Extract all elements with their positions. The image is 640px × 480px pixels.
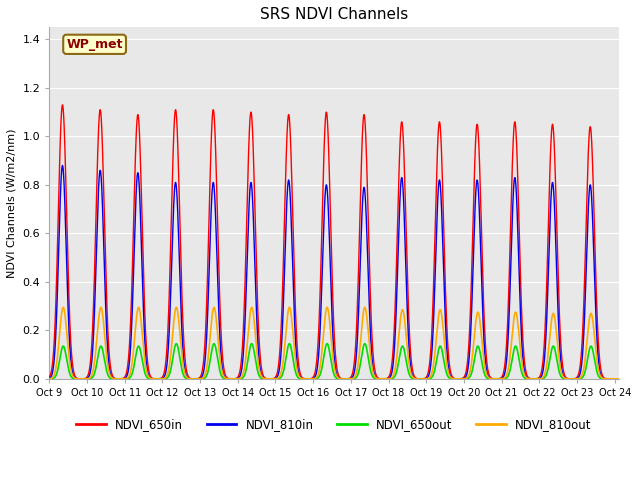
NDVI_650in — [252, 227, 259, 233]
Text: WP_met: WP_met — [67, 38, 123, 51]
Line: NDVI_810in: NDVI_810in — [49, 166, 618, 379]
NDVI_650out — [210, 341, 218, 347]
NDVI_650in — [382, 376, 390, 382]
NDVI_810in — [45, 375, 53, 381]
NDVI_810in — [252, 279, 259, 285]
NDVI_650in — [467, 280, 475, 286]
NDVI_650out — [498, 376, 506, 382]
Line: NDVI_650out: NDVI_650out — [49, 344, 618, 379]
NDVI_650out — [252, 357, 259, 362]
NDVI_810out — [60, 304, 67, 310]
NDVI_810in — [74, 376, 82, 382]
Y-axis label: NDVI Channels (W/m2/nm): NDVI Channels (W/m2/nm) — [7, 128, 17, 278]
NDVI_810in — [498, 375, 506, 381]
NDVI_650out — [407, 374, 415, 380]
NDVI_810in — [59, 163, 67, 168]
NDVI_810in — [467, 315, 475, 321]
NDVI_650out — [45, 376, 53, 382]
NDVI_650in — [614, 376, 622, 382]
Legend: NDVI_650in, NDVI_810in, NDVI_650out, NDVI_810out: NDVI_650in, NDVI_810in, NDVI_650out, NDV… — [71, 414, 596, 436]
NDVI_810out — [407, 371, 415, 376]
NDVI_810out — [614, 376, 622, 382]
NDVI_810out — [45, 376, 53, 382]
NDVI_810in — [407, 366, 415, 372]
NDVI_650out — [614, 376, 622, 382]
NDVI_810in — [614, 376, 622, 382]
NDVI_810out — [382, 376, 390, 382]
NDVI_650in — [45, 374, 53, 380]
NDVI_810out — [74, 376, 82, 382]
NDVI_810in — [382, 376, 390, 382]
NDVI_810out — [252, 332, 259, 338]
Line: NDVI_810out: NDVI_810out — [49, 307, 618, 379]
NDVI_650out — [74, 376, 82, 382]
NDVI_650in — [498, 374, 506, 380]
NDVI_810out — [467, 361, 475, 367]
Title: SRS NDVI Channels: SRS NDVI Channels — [260, 7, 408, 22]
NDVI_650out — [467, 371, 475, 377]
NDVI_650in — [59, 102, 67, 108]
NDVI_650in — [407, 355, 415, 360]
NDVI_650out — [382, 376, 390, 382]
NDVI_810out — [498, 376, 506, 382]
NDVI_650in — [74, 376, 82, 382]
Line: NDVI_650in: NDVI_650in — [49, 105, 618, 379]
